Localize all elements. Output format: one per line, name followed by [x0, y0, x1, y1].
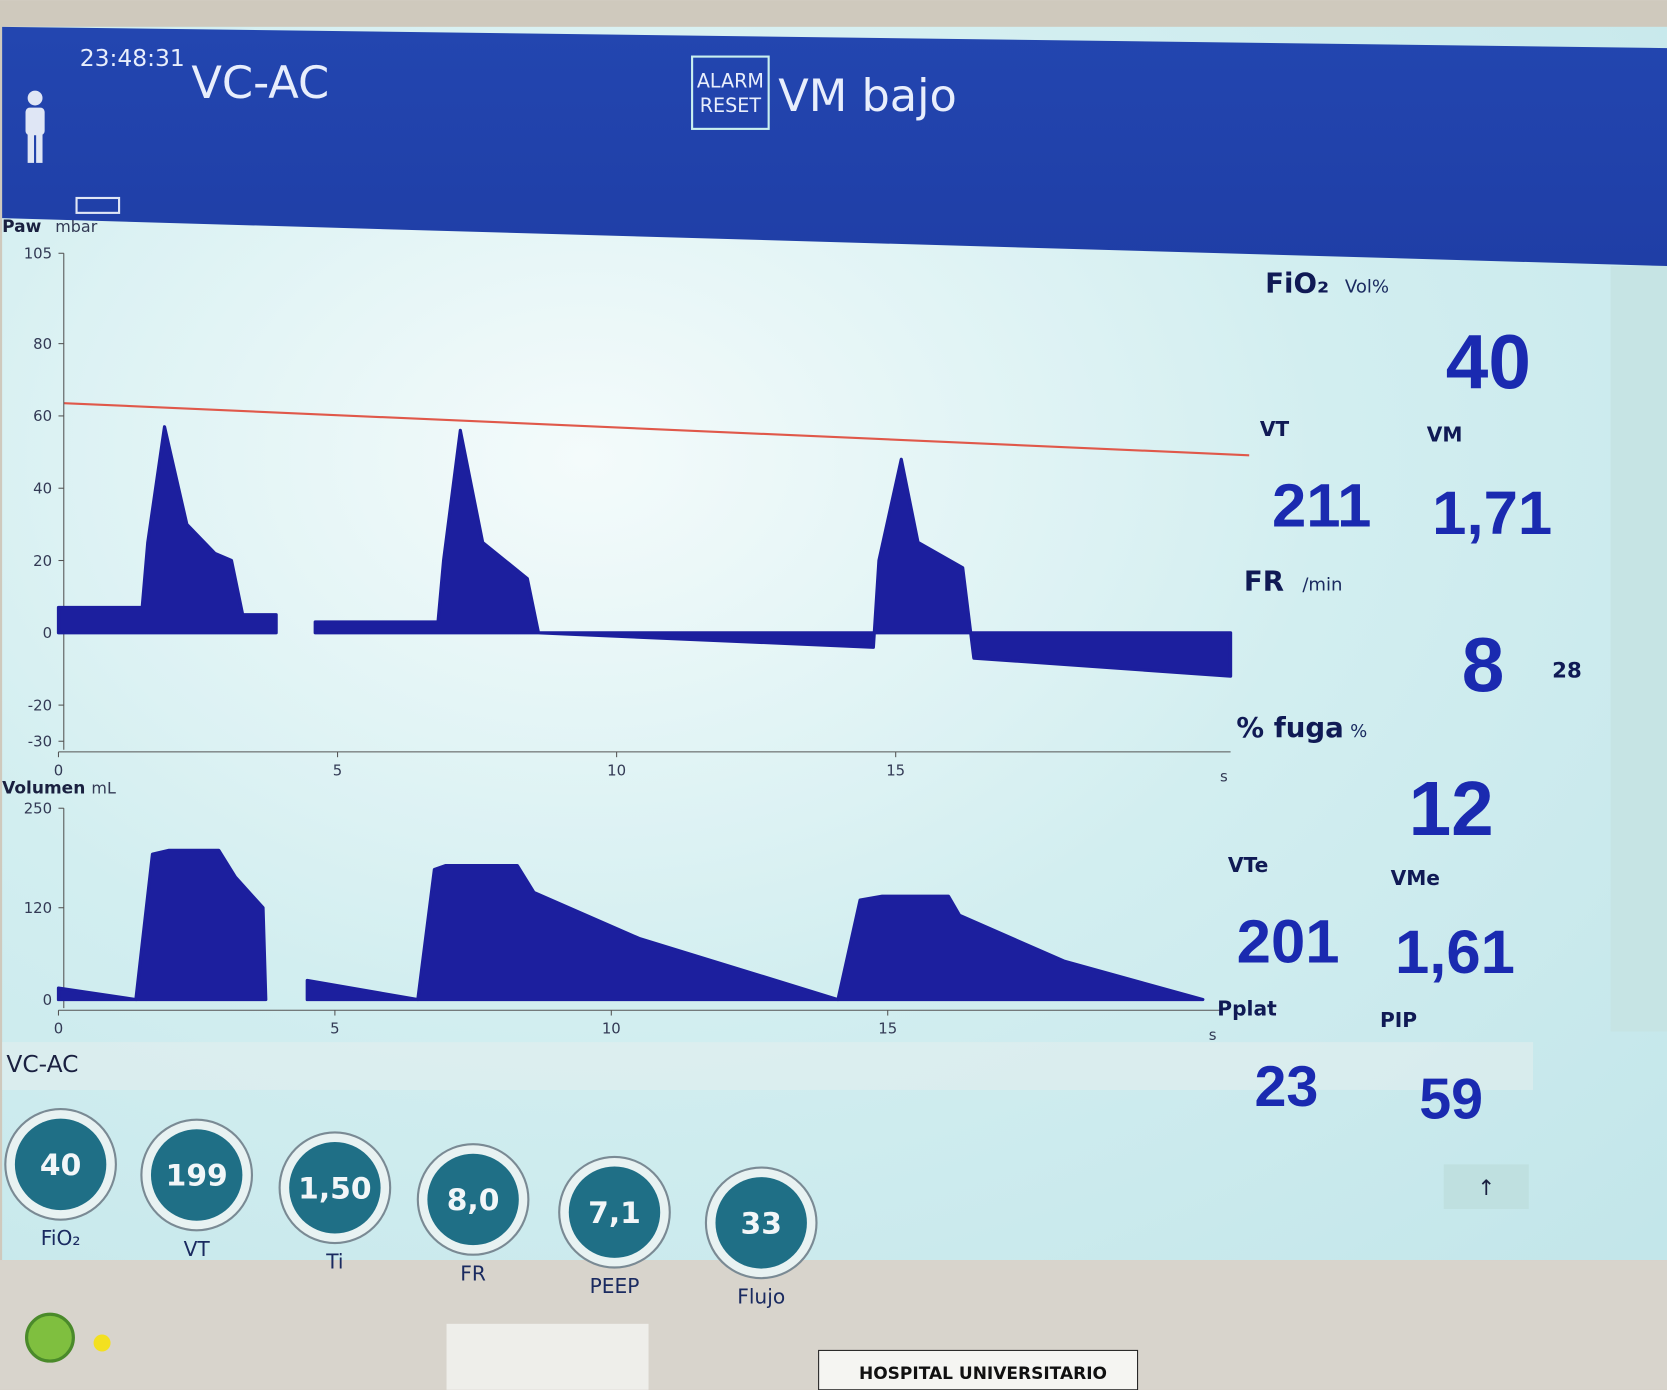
y-tick-label: 80: [33, 335, 52, 353]
y-axis-unit: mL: [91, 778, 116, 797]
knob-value: 7,1: [588, 1196, 641, 1231]
measurement-value: 12: [1409, 767, 1494, 852]
x-tick-label: 5: [330, 1020, 339, 1038]
x-tick-label: 15: [886, 761, 905, 779]
measurement-value: 1,71: [1432, 479, 1552, 548]
measurement-unit: Vol%: [1345, 277, 1389, 298]
measurement-label: VMe: [1391, 866, 1440, 890]
knob-value: 33: [741, 1206, 782, 1241]
measurement-unit: %: [1350, 721, 1367, 742]
measurement-value: 40: [1446, 320, 1531, 405]
x-tick-label: 0: [54, 1020, 63, 1038]
barcode-label: [446, 1323, 649, 1390]
measurement-label: FR: [1244, 564, 1284, 597]
knob-label: Ti: [325, 1250, 343, 1274]
knob[interactable]: [14, 1118, 107, 1211]
knob-value: 199: [166, 1159, 228, 1194]
waveform: [56, 848, 1205, 1002]
x-axis-unit: s: [1209, 1026, 1217, 1044]
knob[interactable]: [427, 1153, 519, 1246]
y-tick-label: 60: [33, 407, 52, 425]
measurement-label: VM: [1427, 422, 1463, 446]
footer-label: [818, 1349, 1139, 1390]
measurement-label: VT: [1260, 417, 1290, 441]
knob[interactable]: [289, 1142, 381, 1234]
x-tick-label: 10: [607, 761, 626, 779]
alarm-reset-label: ALARM: [697, 69, 764, 92]
measurement-value: 201: [1237, 907, 1340, 976]
header-bar: [2, 26, 1667, 267]
knob-value: 1,50: [298, 1171, 371, 1206]
knob-value: 40: [40, 1148, 81, 1183]
y-tick-label: -20: [28, 696, 52, 714]
y-tick-label: 0: [43, 991, 52, 1009]
measurement-label: VTe: [1228, 853, 1268, 877]
measurement-value: 1,61: [1395, 918, 1515, 987]
measurement-label: Pplat: [1217, 997, 1277, 1021]
y-tick-label: 250: [24, 800, 52, 818]
measurement-value: 59: [1419, 1068, 1483, 1132]
waveform: [56, 425, 1233, 678]
x-tick-label: 15: [878, 1020, 897, 1038]
y-tick-label: 105: [24, 245, 52, 263]
measurement-value: 211: [1272, 471, 1371, 540]
x-axis-unit: s: [1220, 768, 1228, 786]
battery-icon: [75, 196, 121, 214]
knob-label: FiO₂: [41, 1226, 81, 1250]
clock: 23:48:31: [80, 44, 185, 72]
x-tick-label: 0: [54, 761, 63, 779]
y-axis-label: Paw: [2, 217, 41, 237]
y-axis-label: Volumen: [2, 778, 85, 798]
mode: VC-AC: [191, 57, 329, 109]
measurement-value: 8: [1462, 623, 1505, 708]
settings-bar: [2, 1042, 1534, 1090]
alarm-reset-button[interactable]: [691, 55, 770, 130]
alarm-message: VM bajo: [778, 70, 957, 122]
y-tick-label: -30: [28, 733, 52, 751]
knob-label: FR: [460, 1261, 486, 1285]
y-tick-label: 20: [33, 552, 52, 570]
knob-label: Flujo: [737, 1285, 785, 1309]
patient-icon: [25, 90, 45, 163]
measurement-label: % fuga: [1236, 711, 1343, 744]
measurement-unit: /min: [1302, 574, 1342, 595]
scroll-button-label: ↑: [1477, 1176, 1495, 1201]
measurement-extra: 28: [1552, 658, 1582, 683]
alarm-reset-label: RESET: [700, 94, 762, 117]
measurement-label: PIP: [1380, 1008, 1417, 1032]
x-tick-label: 10: [602, 1020, 621, 1038]
measurement-label: FiO₂: [1265, 267, 1329, 300]
knob[interactable]: [568, 1166, 661, 1258]
status-led: [93, 1334, 111, 1352]
y-axis-unit: mbar: [55, 217, 97, 236]
y-tick-label: 120: [24, 899, 52, 917]
knob[interactable]: [715, 1177, 807, 1269]
y-tick-label: 0: [43, 624, 52, 642]
knob-label: PEEP: [590, 1274, 640, 1298]
power-button[interactable]: [24, 1312, 75, 1363]
settings-mode: VC-AC: [6, 1050, 78, 1078]
measurement-value: 23: [1254, 1055, 1318, 1119]
knob-label: VT: [184, 1237, 211, 1261]
footer-text: HOSPITAL UNIVERSITARIO: [859, 1364, 1107, 1384]
alarm-limit-line: [63, 402, 1250, 457]
knob-value: 8,0: [447, 1183, 500, 1218]
scroll-button[interactable]: [1443, 1164, 1529, 1210]
x-tick-label: 5: [333, 761, 342, 779]
side-panel: [1610, 266, 1667, 1032]
y-tick-label: 40: [33, 480, 52, 498]
knob[interactable]: [150, 1129, 243, 1221]
